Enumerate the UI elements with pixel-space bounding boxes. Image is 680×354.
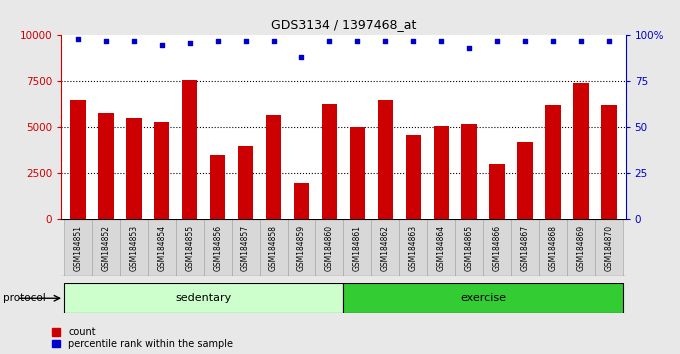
Point xyxy=(296,55,307,60)
Bar xyxy=(288,219,316,276)
Point xyxy=(212,38,223,44)
Text: GSM184857: GSM184857 xyxy=(241,225,250,271)
Text: GSM184858: GSM184858 xyxy=(269,225,278,271)
Bar xyxy=(511,219,539,276)
Bar xyxy=(238,146,253,219)
Point xyxy=(492,38,503,44)
Point xyxy=(408,38,419,44)
Point xyxy=(324,38,335,44)
Text: GSM184853: GSM184853 xyxy=(129,225,138,271)
Bar xyxy=(92,219,120,276)
Bar xyxy=(260,219,288,276)
Point xyxy=(240,38,251,44)
Point xyxy=(129,38,139,44)
Point xyxy=(520,38,530,44)
Text: GSM184861: GSM184861 xyxy=(353,225,362,271)
Text: GSM184860: GSM184860 xyxy=(325,225,334,271)
Point xyxy=(464,45,475,51)
Text: GSM184866: GSM184866 xyxy=(492,225,502,271)
Bar xyxy=(601,105,617,219)
Bar xyxy=(98,113,114,219)
Text: GSM184851: GSM184851 xyxy=(73,225,82,271)
Text: exercise: exercise xyxy=(460,293,506,303)
Bar xyxy=(595,219,623,276)
Bar xyxy=(377,100,393,219)
Text: protocol: protocol xyxy=(3,293,46,303)
Text: GSM184862: GSM184862 xyxy=(381,225,390,271)
Text: GSM184864: GSM184864 xyxy=(437,225,445,271)
Point xyxy=(156,42,167,47)
Bar xyxy=(182,80,197,219)
Text: GSM184863: GSM184863 xyxy=(409,225,418,271)
Bar xyxy=(322,103,337,219)
Text: GSM184852: GSM184852 xyxy=(101,225,110,271)
Bar xyxy=(434,126,449,219)
Bar xyxy=(343,219,371,276)
Bar xyxy=(154,122,169,219)
Text: sedentary: sedentary xyxy=(175,293,232,303)
Bar xyxy=(126,118,141,219)
Bar xyxy=(371,219,399,276)
Text: GSM184868: GSM184868 xyxy=(549,225,558,271)
Bar xyxy=(210,155,225,219)
Point xyxy=(547,38,558,44)
Text: GSM184869: GSM184869 xyxy=(577,225,585,271)
Bar xyxy=(427,219,455,276)
Point xyxy=(352,38,363,44)
Bar xyxy=(539,219,567,276)
Bar xyxy=(462,124,477,219)
Point xyxy=(380,38,391,44)
Text: GSM184865: GSM184865 xyxy=(464,225,474,271)
Bar xyxy=(175,219,204,276)
Point xyxy=(436,38,447,44)
Point xyxy=(575,38,586,44)
Bar xyxy=(567,219,595,276)
Bar xyxy=(573,83,589,219)
Bar xyxy=(232,219,260,276)
Bar xyxy=(490,164,505,219)
Bar xyxy=(204,219,232,276)
Title: GDS3134 / 1397468_at: GDS3134 / 1397468_at xyxy=(271,18,416,32)
Text: GSM184870: GSM184870 xyxy=(605,225,613,271)
Text: GSM184867: GSM184867 xyxy=(520,225,530,271)
Bar xyxy=(316,219,343,276)
Bar xyxy=(266,115,282,219)
Point xyxy=(101,38,112,44)
Text: GSM184854: GSM184854 xyxy=(157,225,167,271)
Bar xyxy=(350,127,365,219)
Bar xyxy=(64,219,92,276)
Bar xyxy=(148,219,175,276)
Point xyxy=(73,36,84,42)
Point xyxy=(268,38,279,44)
Point xyxy=(603,38,614,44)
Bar xyxy=(343,283,623,313)
Bar xyxy=(545,105,560,219)
Point xyxy=(184,40,195,46)
Text: GSM184855: GSM184855 xyxy=(185,225,194,271)
Legend: count, percentile rank within the sample: count, percentile rank within the sample xyxy=(52,327,233,349)
Bar xyxy=(405,135,421,219)
Text: GSM184856: GSM184856 xyxy=(213,225,222,271)
Bar xyxy=(517,142,532,219)
Bar xyxy=(120,219,148,276)
Bar xyxy=(70,100,86,219)
Text: GSM184859: GSM184859 xyxy=(297,225,306,271)
Bar xyxy=(64,283,343,313)
Bar xyxy=(399,219,427,276)
Bar xyxy=(455,219,483,276)
Bar xyxy=(483,219,511,276)
Bar xyxy=(294,183,309,219)
